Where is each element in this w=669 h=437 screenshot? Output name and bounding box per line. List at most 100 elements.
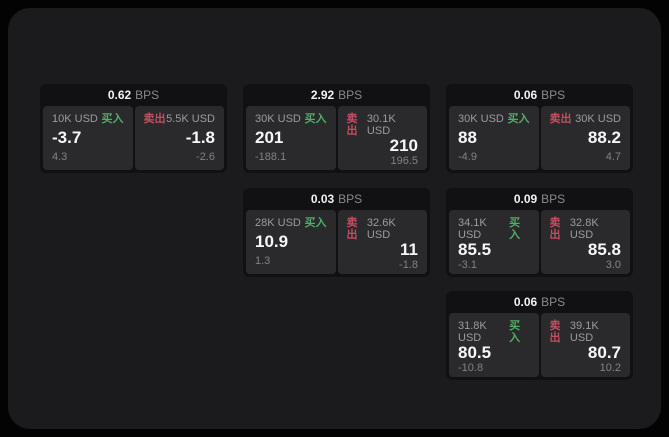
sell-panel-top: 卖出 32.8K USD <box>550 217 622 241</box>
sell-quote-panel[interactable]: 卖出 30K USD 88.2 4.7 <box>540 106 630 170</box>
buy-price: 85.5 <box>458 240 492 259</box>
spread-header: 0.03 BPS <box>243 188 430 210</box>
sell-side-tag: 卖出 <box>549 113 572 125</box>
spread-header: 0.09 BPS <box>446 188 633 210</box>
buy-delta: -10.8 <box>458 362 484 374</box>
sell-side-tag: 卖出 <box>549 217 561 241</box>
spread-value: 0.62 <box>107 88 132 102</box>
quote-panels: 34.1K USD 买入 85.5 -3.1 卖出 32.8K USD 85.8… <box>449 210 630 274</box>
sell-panel-top: 卖出 30.1K USD <box>347 113 419 137</box>
buy-size-label: 10K USD <box>52 113 98 125</box>
buy-quote-panel[interactable]: 28K USD 买入 10.9 1.3 <box>246 210 336 274</box>
sell-side-tag: 卖出 <box>549 320 561 344</box>
sell-delta: 4.7 <box>605 151 621 163</box>
sell-panel-top: 卖出 32.6K USD <box>347 217 419 241</box>
sell-price: -1.8 <box>185 128 215 147</box>
sell-delta: 3.0 <box>605 259 621 271</box>
spread-value: 0.06 <box>513 88 538 102</box>
buy-side-tag: 买入 <box>509 217 521 241</box>
sell-size-label: 30K USD <box>575 113 621 125</box>
sell-panel-top: 卖出 5.5K USD <box>144 113 216 125</box>
sell-size-label: 39.1K USD <box>569 320 599 344</box>
buy-delta: -4.9 <box>458 151 477 163</box>
buy-quote-panel[interactable]: 34.1K USD 买入 85.5 -3.1 <box>449 210 539 274</box>
buy-quote-panel[interactable]: 30K USD 买入 201 -188.1 <box>246 106 336 170</box>
buy-delta: -3.1 <box>458 259 477 271</box>
quote-card: 2.92 BPS 30K USD 买入 201 -188.1 卖出 30.1K … <box>243 84 430 173</box>
buy-side-tag: 买入 <box>304 217 327 229</box>
spread-header: 0.62 BPS <box>40 84 227 106</box>
sell-delta: -2.6 <box>196 151 215 163</box>
buy-price: 88 <box>458 128 477 147</box>
buy-delta: 4.3 <box>52 151 68 163</box>
quote-panels: 30K USD 买入 201 -188.1 卖出 30.1K USD 210 1… <box>246 106 427 170</box>
spread-unit-label: BPS <box>541 88 566 102</box>
quote-panels: 31.8K USD 买入 80.5 -10.8 卖出 39.1K USD 80.… <box>449 313 630 377</box>
buy-price: 201 <box>255 128 284 147</box>
sell-delta: 10.2 <box>599 362 621 374</box>
buy-side-tag: 买入 <box>507 113 530 125</box>
sell-size-label: 30.1K USD <box>366 113 396 137</box>
sell-quote-panel[interactable]: 卖出 32.6K USD 11 -1.8 <box>337 210 427 274</box>
buy-size-label: 34.1K USD <box>458 217 487 241</box>
buy-price: -3.7 <box>52 128 82 147</box>
buy-side-tag: 买入 <box>509 320 521 344</box>
sell-price: 88.2 <box>587 128 621 147</box>
sell-price: 80.7 <box>587 343 621 362</box>
sell-price: 210 <box>389 136 418 155</box>
quote-card: 0.06 BPS 30K USD 买入 88 -4.9 卖出 30K USD 8… <box>446 84 633 173</box>
quote-panels: 30K USD 买入 88 -4.9 卖出 30K USD 88.2 4.7 <box>449 106 630 170</box>
sell-side-tag: 卖出 <box>346 217 358 241</box>
buy-quote-panel[interactable]: 31.8K USD 买入 80.5 -10.8 <box>449 313 539 377</box>
buy-panel-top: 31.8K USD 买入 <box>458 320 530 344</box>
buy-panel-top: 10K USD 买入 <box>52 113 124 125</box>
quote-panels: 10K USD 买入 -3.7 4.3 卖出 5.5K USD -1.8 -2.… <box>43 106 224 170</box>
buy-panel-top: 34.1K USD 买入 <box>458 217 530 241</box>
sell-price: 11 <box>400 240 418 259</box>
buy-delta: 1.3 <box>255 255 271 267</box>
spread-unit-label: BPS <box>135 88 160 102</box>
quote-panels: 28K USD 买入 10.9 1.3 卖出 32.6K USD 11 -1.8 <box>246 210 427 274</box>
spread-unit-label: BPS <box>338 88 363 102</box>
sell-size-label: 32.8K USD <box>569 217 599 241</box>
quote-card: 0.03 BPS 28K USD 买入 10.9 1.3 卖出 32.6K US… <box>243 188 430 277</box>
spread-value: 0.03 <box>310 192 335 206</box>
sell-quote-panel[interactable]: 卖出 32.8K USD 85.8 3.0 <box>540 210 630 274</box>
sell-price: 85.8 <box>587 240 621 259</box>
spread-header: 0.06 BPS <box>446 291 633 313</box>
sell-delta: -1.8 <box>399 259 418 271</box>
buy-quote-panel[interactable]: 30K USD 买入 88 -4.9 <box>449 106 539 170</box>
spread-value: 2.92 <box>310 88 335 102</box>
sell-side-tag: 卖出 <box>143 113 166 125</box>
buy-panel-top: 28K USD 买入 <box>255 217 327 229</box>
buy-size-label: 30K USD <box>255 113 301 125</box>
buy-size-label: 28K USD <box>255 217 301 229</box>
buy-price: 80.5 <box>458 343 492 362</box>
quote-card: 0.09 BPS 34.1K USD 买入 85.5 -3.1 卖出 32.8K… <box>446 188 633 277</box>
buy-size-label: 30K USD <box>458 113 504 125</box>
spread-header: 2.92 BPS <box>243 84 430 106</box>
sell-panel-top: 卖出 39.1K USD <box>550 320 622 344</box>
sell-side-tag: 卖出 <box>346 113 358 137</box>
spread-value: 0.09 <box>513 192 538 206</box>
spread-value: 0.06 <box>513 295 538 309</box>
spread-header: 0.06 BPS <box>446 84 633 106</box>
quotes-board: 0.62 BPS 10K USD 买入 -3.7 4.3 卖出 5.5K USD… <box>8 8 661 429</box>
sell-quote-panel[interactable]: 卖出 30.1K USD 210 196.5 <box>337 106 427 170</box>
buy-side-tag: 买入 <box>101 113 124 125</box>
buy-panel-top: 30K USD 买入 <box>255 113 327 125</box>
spread-unit-label: BPS <box>338 192 363 206</box>
spread-unit-label: BPS <box>541 192 566 206</box>
buy-quote-panel[interactable]: 10K USD 买入 -3.7 4.3 <box>43 106 133 170</box>
sell-delta: 196.5 <box>390 155 418 167</box>
buy-panel-top: 30K USD 买入 <box>458 113 530 125</box>
sell-panel-top: 卖出 30K USD <box>550 113 622 125</box>
sell-size-label: 32.6K USD <box>366 217 396 241</box>
buy-side-tag: 买入 <box>304 113 327 125</box>
buy-delta: -188.1 <box>255 151 287 163</box>
quote-card: 0.06 BPS 31.8K USD 买入 80.5 -10.8 卖出 39.1… <box>446 291 633 380</box>
sell-quote-panel[interactable]: 卖出 5.5K USD -1.8 -2.6 <box>134 106 224 170</box>
sell-quote-panel[interactable]: 卖出 39.1K USD 80.7 10.2 <box>540 313 630 377</box>
sell-size-label: 5.5K USD <box>166 113 215 125</box>
quote-card: 0.62 BPS 10K USD 买入 -3.7 4.3 卖出 5.5K USD… <box>40 84 227 173</box>
